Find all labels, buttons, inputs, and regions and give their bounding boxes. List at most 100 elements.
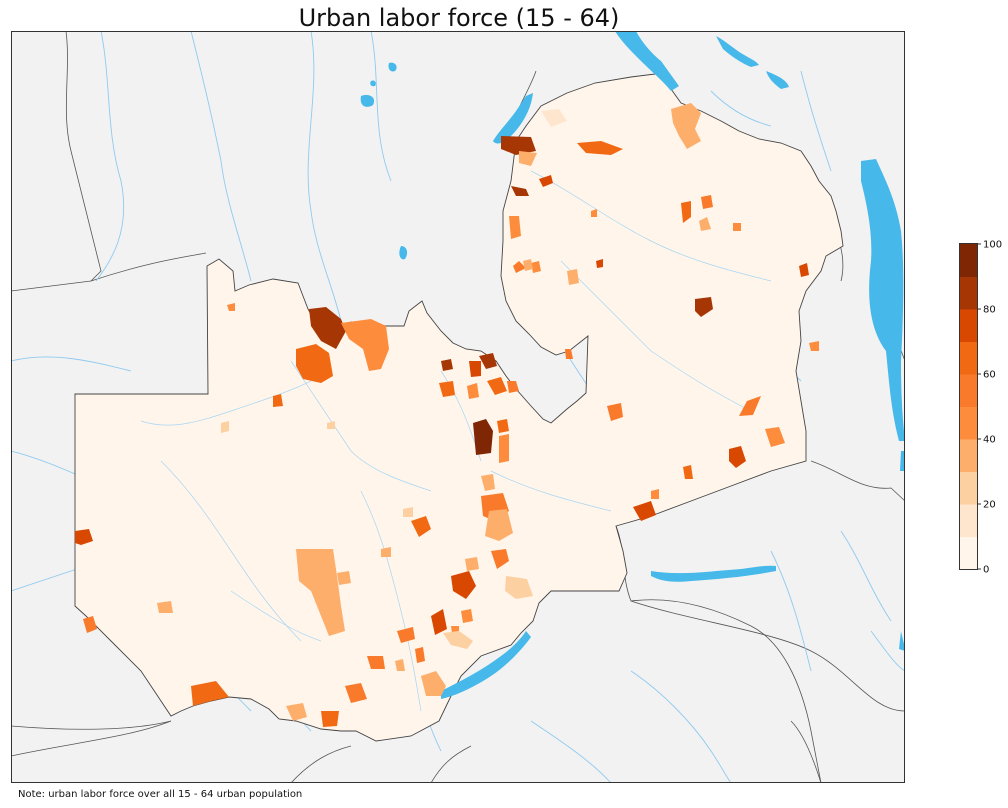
district-shape [596,259,603,268]
district-shape [699,217,711,231]
lake-west-1 [360,95,375,107]
colorbar-tick-label: 100 [983,240,1002,251]
colorbar-bin [960,471,977,505]
colorbar-tick-label: 0 [983,565,989,576]
choropleth-map [11,31,905,783]
colorbar-legend: 0 20 40 60 80 100 [959,240,1002,576]
district-shape [227,303,235,311]
map-note: Note: urban labor force over all 15 - 64… [18,789,303,800]
district-shape [309,307,346,349]
district-shape [286,703,307,721]
district-shape [651,489,659,499]
district-shape [467,383,479,399]
lake-west-2 [388,62,397,72]
colorbar-bin [960,374,977,407]
map-title: Urban labor force (15 - 64) [298,4,620,32]
lake-malawi [861,159,905,441]
district-shape [461,609,473,623]
district-shape [403,507,413,517]
district-shape [539,175,553,187]
district-shape [345,683,367,703]
colorbar-bin [960,276,977,310]
colorbar-bin [960,536,977,570]
colorbar-bin [960,439,977,472]
district-shape [191,681,229,706]
map-frame [11,31,905,783]
lake-west-3 [399,246,408,260]
district-shape [683,465,693,479]
district-shape [799,263,809,277]
colorbar-bin [960,309,977,342]
district-shape [487,377,507,395]
district-shape [221,421,229,433]
district-shape [633,501,656,521]
district-shape [465,557,479,571]
colorbar-tick-label: 80 [983,305,996,316]
districts [75,103,819,727]
colorbar-bin [960,244,977,277]
district-shape [469,361,481,377]
district-shape [607,403,623,421]
lake-north-2 [766,71,789,89]
district-shape [671,103,701,149]
district-shape [501,136,536,155]
district-shape [273,394,283,407]
district-shape [497,419,509,433]
district-shape [591,209,597,217]
district-shape [765,427,785,447]
district-shape [523,259,533,271]
colorbar-tick-label: 60 [983,370,996,381]
district-shape [513,261,526,273]
district-shape [491,549,509,569]
district-shape [296,344,333,383]
district-shape [341,319,389,371]
colorbar-bin [960,504,977,537]
district-shape [577,141,623,155]
lake-tanganyika [615,31,679,91]
district-shape [695,297,713,317]
district-shape [443,631,473,649]
colorbar-tick-label: 40 [983,435,996,446]
district-shape [157,601,173,613]
district-shape [567,269,579,285]
district-shape [499,434,509,463]
lake-mweru [493,93,533,144]
district-shape [739,396,761,416]
district-shape [729,446,746,468]
district-shape [337,571,351,585]
colorbar-bin [960,406,977,440]
district-shape [681,201,691,223]
district-shape [381,547,391,557]
lake-west-5 [900,451,905,471]
lake-kariba [441,631,531,699]
lake-west-4 [370,80,376,87]
lake-bangweulu [899,631,905,651]
district-shape [541,109,567,127]
district-shape [479,353,497,369]
district-shape [451,571,476,599]
lakes [360,31,905,699]
district-shape [565,349,573,359]
internal-rivers [140,170,772,712]
district-shape [397,627,415,643]
district-shape [415,647,425,663]
district-shape [296,549,345,636]
district-shape [809,341,819,351]
district-shape [509,216,521,239]
colorbar-bin [960,341,977,375]
colorbar-bins [960,244,977,570]
district-shape [485,509,513,541]
district-shape [75,529,93,545]
district-shape [395,659,405,671]
district-shape [321,711,339,727]
district-shape [441,359,453,371]
district-shape [327,421,335,429]
district-shape [439,381,455,397]
district-shape [367,656,385,669]
district-shape [701,195,713,209]
district-shape [481,474,495,491]
district-shape [421,671,446,696]
district-shape [511,186,529,196]
district-shape [733,223,741,231]
district-shape [473,419,493,455]
